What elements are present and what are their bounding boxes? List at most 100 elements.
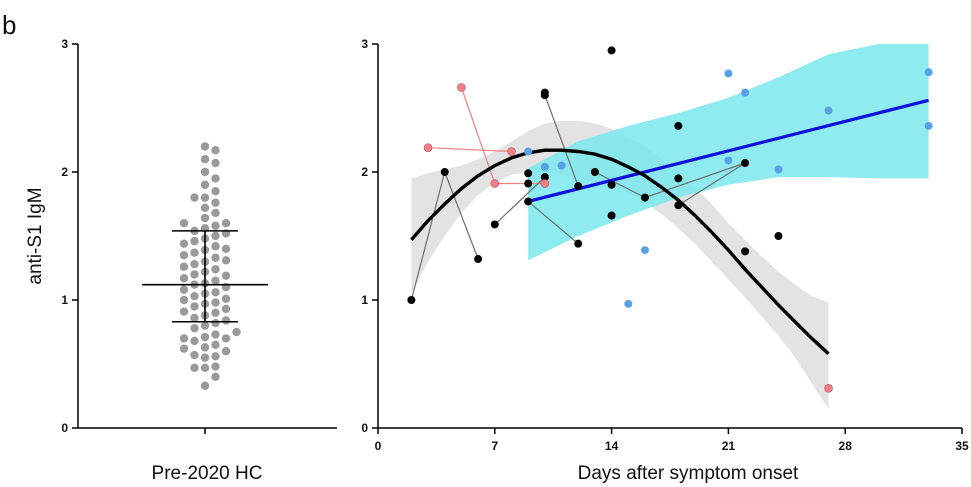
blue-data-point xyxy=(724,69,733,78)
left-summary-bars xyxy=(142,230,268,323)
hc-data-point xyxy=(221,304,231,314)
blue-data-point xyxy=(557,161,566,170)
black-data-point xyxy=(640,193,649,202)
right-x-tick-label: 35 xyxy=(955,439,969,453)
hc-data-point xyxy=(200,381,210,390)
black-data-point xyxy=(774,232,783,240)
hc-data-point xyxy=(221,334,231,343)
black-data-point xyxy=(407,296,416,304)
red-data-point xyxy=(540,179,550,188)
confidence-bands xyxy=(411,44,929,409)
right-axes: 0 1 2 3 0 7 14 21 28 35 xyxy=(361,37,969,453)
black-connection-line xyxy=(527,200,579,245)
left-y-tick-label: 1 xyxy=(61,293,68,307)
right-x-tick-label: 21 xyxy=(722,439,736,453)
hc-data-point xyxy=(200,142,210,151)
hc-data-point xyxy=(211,253,220,262)
right-x-tick-label: 28 xyxy=(839,439,853,453)
hc-data-point xyxy=(211,276,220,285)
black-data-point xyxy=(741,247,750,256)
hc-data-point xyxy=(200,321,210,330)
hc-data-point xyxy=(179,219,189,228)
blue-data-point xyxy=(824,106,833,115)
hc-data-point xyxy=(179,262,189,271)
hc-data-point xyxy=(179,251,189,260)
black-data-point xyxy=(474,255,483,264)
black-data-point xyxy=(607,46,616,55)
red-connection-line xyxy=(428,147,512,153)
black-connection-line xyxy=(544,94,579,187)
hc-data-point xyxy=(190,336,199,346)
hc-data-point xyxy=(190,313,199,323)
hc-data-point xyxy=(211,340,220,349)
left-y-tick-label: 2 xyxy=(61,165,68,179)
hc-data-point xyxy=(179,274,189,283)
right-y-tick-label: 1 xyxy=(361,293,368,307)
hc-data-point xyxy=(179,334,189,343)
hc-data-point xyxy=(190,291,199,301)
x-axis-title-right: Days after symptom onset xyxy=(578,463,799,484)
left-y-tick-label: 0 xyxy=(61,421,68,435)
hc-data-point xyxy=(179,307,189,316)
blue-data-point xyxy=(640,246,649,255)
hc-data-point xyxy=(211,231,220,241)
blue-data-point xyxy=(624,299,633,308)
black-data-point xyxy=(540,173,549,182)
hc-data-point xyxy=(190,259,199,269)
hc-data-point xyxy=(221,294,231,303)
black-connection-line xyxy=(444,171,479,260)
hc-data-point xyxy=(211,221,220,230)
right-points xyxy=(407,46,933,393)
hc-data-point xyxy=(211,298,220,307)
left-points xyxy=(179,142,241,390)
y-axis-title: anti-S1 IgM xyxy=(25,187,46,284)
hc-data-point xyxy=(200,363,210,373)
black-data-point xyxy=(524,179,533,188)
hc-data-point xyxy=(211,288,220,297)
black-data-point xyxy=(440,168,449,176)
hc-data-point xyxy=(211,372,220,381)
hc-data-point xyxy=(221,256,231,265)
black-data-point xyxy=(540,91,549,100)
hc-data-point xyxy=(200,180,210,189)
quadratic-fit-line xyxy=(410,148,830,356)
hc-data-point xyxy=(211,174,220,183)
black-data-point xyxy=(674,201,683,210)
black-data-point xyxy=(524,197,533,206)
left-y-tick-label: 3 xyxy=(61,37,68,51)
black-data-point xyxy=(607,180,616,189)
red-data-point xyxy=(507,147,516,156)
fit-lines xyxy=(410,98,929,356)
red-data-point xyxy=(457,83,466,92)
hc-data-point xyxy=(179,285,189,294)
hc-data-point xyxy=(200,167,210,177)
black-connection-line xyxy=(677,162,746,206)
hc-data-point xyxy=(221,244,231,253)
x-axis-title-left: Pre-2020 HC xyxy=(152,463,263,484)
right-x-tick-label: 0 xyxy=(375,439,382,453)
left-axes: 0 1 2 3 xyxy=(61,37,337,435)
black-data-point xyxy=(741,159,750,168)
black-connection-line xyxy=(644,162,746,199)
hc-data-point xyxy=(211,308,220,317)
hc-data-point xyxy=(190,350,199,360)
hc-data-point xyxy=(190,248,199,257)
hc-data-point xyxy=(190,323,199,333)
hc-data-point xyxy=(211,158,220,168)
black-data-point xyxy=(590,168,599,176)
hc-data-point xyxy=(211,208,220,218)
blue-data-point xyxy=(774,165,783,174)
black-connection-line xyxy=(494,176,546,225)
hc-data-point xyxy=(200,332,210,342)
right-y-tick-label: 3 xyxy=(361,37,368,51)
red-data-point xyxy=(423,143,433,152)
left-panel-dot-plot: anti-S1 IgM 0 1 2 3 Pre-2020 HC xyxy=(25,37,337,484)
black-data-point xyxy=(674,121,683,130)
black-data-point xyxy=(574,239,583,248)
hc-data-point xyxy=(179,295,189,305)
hc-data-point xyxy=(211,265,220,274)
hc-data-point xyxy=(190,236,199,246)
hc-data-point xyxy=(211,187,220,196)
hc-data-point xyxy=(211,242,220,251)
